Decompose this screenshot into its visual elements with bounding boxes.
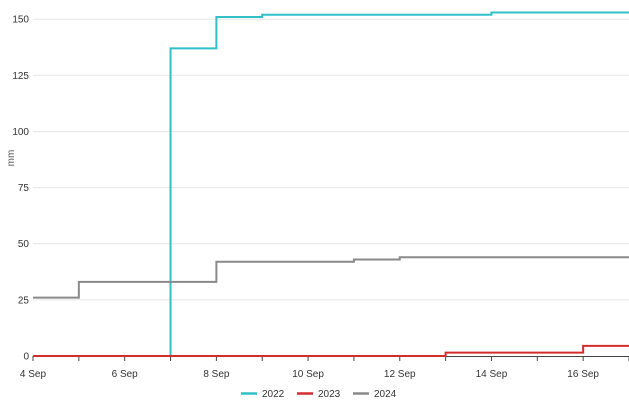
- y-tick-label: 25: [18, 295, 30, 306]
- y-tick-label: 0: [23, 352, 29, 363]
- grid: [33, 18, 629, 301]
- y-tick-label: 125: [12, 71, 29, 82]
- x-tick-label: 12 Sep: [384, 369, 416, 380]
- legend-item-2023[interactable]: 2023: [297, 389, 341, 400]
- legend[interactable]: 2022 2023 2024: [241, 389, 397, 400]
- x-tick-label: 8 Sep: [203, 369, 230, 380]
- legend-item-2024[interactable]: 2024: [353, 389, 397, 400]
- x-tick-label: 10 Sep: [292, 369, 324, 380]
- legend-label: 2024: [374, 389, 397, 400]
- axes: 0 25 50 75 100 125 150 4 Sep 6 Sep 8 Sep 10 Sep 12 …: [12, 15, 629, 380]
- series-line-2023: [33, 344, 629, 357]
- x-tick-label: 16 Sep: [567, 369, 599, 380]
- x-tick-label: 6 Sep: [112, 369, 139, 380]
- legend-item-2022[interactable]: 2022: [241, 389, 285, 400]
- series-line-2024: [33, 256, 629, 299]
- series-line-2022: [33, 11, 629, 357]
- legend-label: 2023: [318, 389, 341, 400]
- y-tick-label: 100: [12, 127, 29, 138]
- legend-label: 2022: [262, 389, 285, 400]
- y-axis-label: mm: [6, 150, 17, 167]
- y-tick-label: 150: [12, 15, 29, 26]
- series-lines: [33, 11, 629, 357]
- x-tick-label: 14 Sep: [476, 369, 508, 380]
- y-tick-label: 50: [18, 239, 30, 250]
- x-tick-label: 4 Sep: [20, 369, 47, 380]
- y-tick-label: 75: [18, 183, 30, 194]
